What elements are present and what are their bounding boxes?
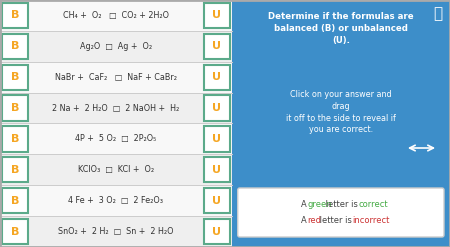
Text: A: A <box>301 200 309 209</box>
Text: SnO₂ +  2 H₂  □  Sn +  2 H₂O: SnO₂ + 2 H₂ □ Sn + 2 H₂O <box>58 227 174 236</box>
Bar <box>0 31 232 62</box>
FancyBboxPatch shape <box>2 126 28 151</box>
Bar <box>0 0 232 31</box>
FancyBboxPatch shape <box>204 65 230 90</box>
Bar <box>0 93 232 124</box>
FancyBboxPatch shape <box>204 188 230 213</box>
Text: Click on your answer and
drag
it off to the side to reveal if
you are correct.: Click on your answer and drag it off to … <box>286 90 396 134</box>
Text: ⛹: ⛹ <box>433 6 442 21</box>
Bar <box>0 216 232 247</box>
Bar <box>0 185 232 216</box>
Text: KClO₃  □  KCl +  O₂: KClO₃ □ KCl + O₂ <box>78 165 154 174</box>
Text: Determine if the formulas are
balanced (B) or unbalanced
(U).: Determine if the formulas are balanced (… <box>268 12 414 45</box>
Text: NaBr +  CaF₂   □  NaF + CaBr₂: NaBr + CaF₂ □ NaF + CaBr₂ <box>55 73 177 82</box>
Text: U: U <box>212 196 221 206</box>
Text: 4P +  5 O₂  □  2P₂O₅: 4P + 5 O₂ □ 2P₂O₅ <box>75 134 157 144</box>
Text: U: U <box>212 72 221 82</box>
FancyBboxPatch shape <box>204 157 230 182</box>
FancyBboxPatch shape <box>2 65 28 90</box>
Text: green: green <box>307 200 332 209</box>
Text: U: U <box>212 134 221 144</box>
FancyBboxPatch shape <box>2 34 28 59</box>
FancyBboxPatch shape <box>204 219 230 244</box>
Text: B: B <box>11 226 19 237</box>
FancyBboxPatch shape <box>204 96 230 121</box>
Text: U: U <box>212 41 221 51</box>
Bar <box>0 124 232 154</box>
Text: U: U <box>212 103 221 113</box>
Text: letter is: letter is <box>323 200 361 209</box>
FancyBboxPatch shape <box>2 96 28 121</box>
Text: U: U <box>212 10 221 21</box>
Bar <box>0 154 232 185</box>
FancyBboxPatch shape <box>2 3 28 28</box>
Text: CH₄ +  O₂   □  CO₂ + 2H₂O: CH₄ + O₂ □ CO₂ + 2H₂O <box>63 11 169 20</box>
Text: incorrect: incorrect <box>352 216 389 225</box>
Bar <box>0 0 232 247</box>
FancyBboxPatch shape <box>2 157 28 182</box>
Text: 2 Na +  2 H₂O  □  2 NaOH +  H₂: 2 Na + 2 H₂O □ 2 NaOH + H₂ <box>52 103 180 113</box>
Text: Ag₂O  □  Ag +  O₂: Ag₂O □ Ag + O₂ <box>80 42 152 51</box>
Text: A: A <box>301 216 309 225</box>
Text: B: B <box>11 10 19 21</box>
Text: B: B <box>11 134 19 144</box>
Text: correct: correct <box>359 200 388 209</box>
Text: B: B <box>11 72 19 82</box>
Text: B: B <box>11 165 19 175</box>
Text: B: B <box>11 103 19 113</box>
Bar <box>0 62 232 93</box>
FancyBboxPatch shape <box>204 126 230 151</box>
FancyBboxPatch shape <box>238 188 444 237</box>
FancyBboxPatch shape <box>204 34 230 59</box>
Text: 4 Fe +  3 O₂  □  2 Fe₂O₃: 4 Fe + 3 O₂ □ 2 Fe₂O₃ <box>68 196 163 205</box>
Text: red: red <box>307 216 321 225</box>
FancyBboxPatch shape <box>204 3 230 28</box>
Text: letter is: letter is <box>317 216 355 225</box>
Bar <box>232 0 450 247</box>
FancyBboxPatch shape <box>2 188 28 213</box>
Text: B: B <box>11 196 19 206</box>
Text: U: U <box>212 226 221 237</box>
Text: U: U <box>212 165 221 175</box>
FancyBboxPatch shape <box>2 219 28 244</box>
Text: B: B <box>11 41 19 51</box>
